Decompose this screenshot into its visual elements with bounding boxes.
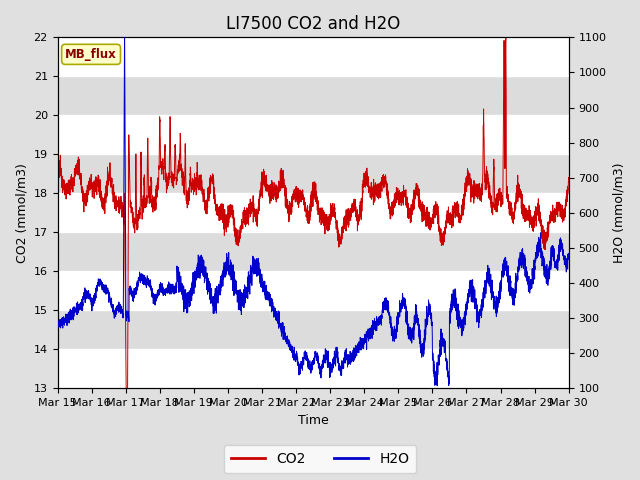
Bar — [58, 76, 569, 115]
Legend: CO2, H2O: CO2, H2O — [223, 445, 417, 473]
Bar — [58, 115, 569, 155]
Bar — [58, 349, 569, 388]
Title: LI7500 CO2 and H2O: LI7500 CO2 and H2O — [226, 15, 400, 33]
X-axis label: Time: Time — [298, 414, 328, 427]
Bar — [58, 311, 569, 349]
Y-axis label: H2O (mmol/m3): H2O (mmol/m3) — [612, 163, 625, 263]
Bar — [58, 271, 569, 311]
Text: MB_flux: MB_flux — [65, 48, 117, 61]
Bar — [58, 37, 569, 76]
Bar — [58, 155, 569, 193]
Bar — [58, 193, 569, 232]
Bar — [58, 232, 569, 271]
Y-axis label: CO2 (mmol/m3): CO2 (mmol/m3) — [15, 163, 28, 263]
